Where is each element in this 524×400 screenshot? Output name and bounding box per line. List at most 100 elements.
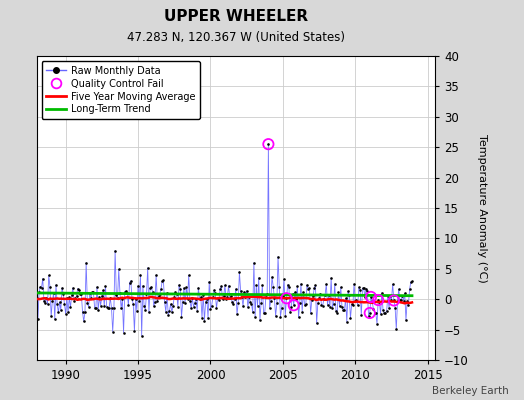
Point xyxy=(299,289,308,295)
Point xyxy=(350,281,358,287)
Point xyxy=(43,301,52,307)
Point xyxy=(252,282,260,288)
Point xyxy=(367,294,375,300)
Point xyxy=(177,314,185,320)
Point xyxy=(402,317,410,323)
Point xyxy=(403,298,411,304)
Point xyxy=(304,286,312,292)
Point xyxy=(327,275,335,281)
Point xyxy=(69,285,77,291)
Point xyxy=(290,302,298,308)
Point xyxy=(75,286,83,293)
Point xyxy=(83,300,92,306)
Point xyxy=(116,289,124,296)
Point xyxy=(384,293,392,299)
Point xyxy=(291,289,299,296)
Point xyxy=(392,326,400,332)
Point xyxy=(134,283,142,289)
Point xyxy=(85,290,94,296)
Point xyxy=(395,286,403,292)
Y-axis label: Temperature Anomaly (°C): Temperature Anomaly (°C) xyxy=(477,134,487,282)
Point xyxy=(269,284,277,290)
Point xyxy=(243,288,251,294)
Point xyxy=(346,315,355,322)
Point xyxy=(196,294,205,300)
Point xyxy=(296,300,304,306)
Point xyxy=(288,291,297,297)
Point xyxy=(220,293,228,299)
Point xyxy=(298,308,307,315)
Point xyxy=(152,272,160,278)
Point xyxy=(373,320,381,327)
Point xyxy=(94,307,102,313)
Point xyxy=(271,313,280,319)
Point xyxy=(248,309,257,316)
Point xyxy=(159,277,168,284)
Point xyxy=(366,310,374,316)
Point xyxy=(240,288,248,295)
Point xyxy=(281,313,289,319)
Point xyxy=(356,287,364,293)
Point xyxy=(308,296,316,303)
Point xyxy=(279,293,287,299)
Point xyxy=(399,297,408,304)
Point xyxy=(223,294,232,300)
Point xyxy=(169,303,177,309)
Point xyxy=(367,294,375,300)
Point xyxy=(173,303,182,310)
Point xyxy=(265,305,274,311)
Point xyxy=(61,310,70,317)
Point xyxy=(107,305,116,311)
Point xyxy=(276,314,285,320)
Point xyxy=(136,272,145,278)
Point xyxy=(34,316,42,323)
Point xyxy=(250,260,258,266)
Point xyxy=(118,296,127,302)
Point xyxy=(234,300,243,306)
Point xyxy=(217,283,225,290)
Point xyxy=(225,294,234,301)
Point xyxy=(400,290,409,296)
Point xyxy=(233,311,241,318)
Point xyxy=(66,304,74,311)
Point xyxy=(372,310,380,316)
Point xyxy=(170,294,179,300)
Point xyxy=(297,281,305,287)
Point xyxy=(97,293,106,299)
Point xyxy=(390,297,398,304)
Point xyxy=(375,299,384,306)
Point xyxy=(366,310,374,316)
Point xyxy=(247,300,256,307)
Point xyxy=(146,285,154,292)
Point xyxy=(172,290,181,297)
Point xyxy=(333,309,341,316)
Point xyxy=(165,308,173,314)
Point xyxy=(241,294,249,300)
Point xyxy=(112,292,121,298)
Point xyxy=(52,282,60,288)
Point xyxy=(46,283,54,290)
Point xyxy=(211,290,220,296)
Point xyxy=(219,296,227,302)
Point xyxy=(179,299,187,305)
Point xyxy=(319,302,327,309)
Point xyxy=(35,289,43,296)
Point xyxy=(358,285,367,292)
Point xyxy=(323,302,332,308)
Point xyxy=(180,285,188,291)
Point xyxy=(314,300,322,306)
Point xyxy=(374,297,383,303)
Point xyxy=(119,330,128,336)
Point xyxy=(255,275,263,281)
Point xyxy=(158,278,167,284)
Point xyxy=(221,282,229,288)
Point xyxy=(390,297,398,304)
Point xyxy=(264,141,272,147)
Point xyxy=(272,300,281,307)
Point xyxy=(307,310,315,316)
Point xyxy=(99,287,107,294)
Point xyxy=(300,302,309,308)
Point xyxy=(239,303,247,309)
Point xyxy=(92,305,100,311)
Point xyxy=(260,310,269,316)
